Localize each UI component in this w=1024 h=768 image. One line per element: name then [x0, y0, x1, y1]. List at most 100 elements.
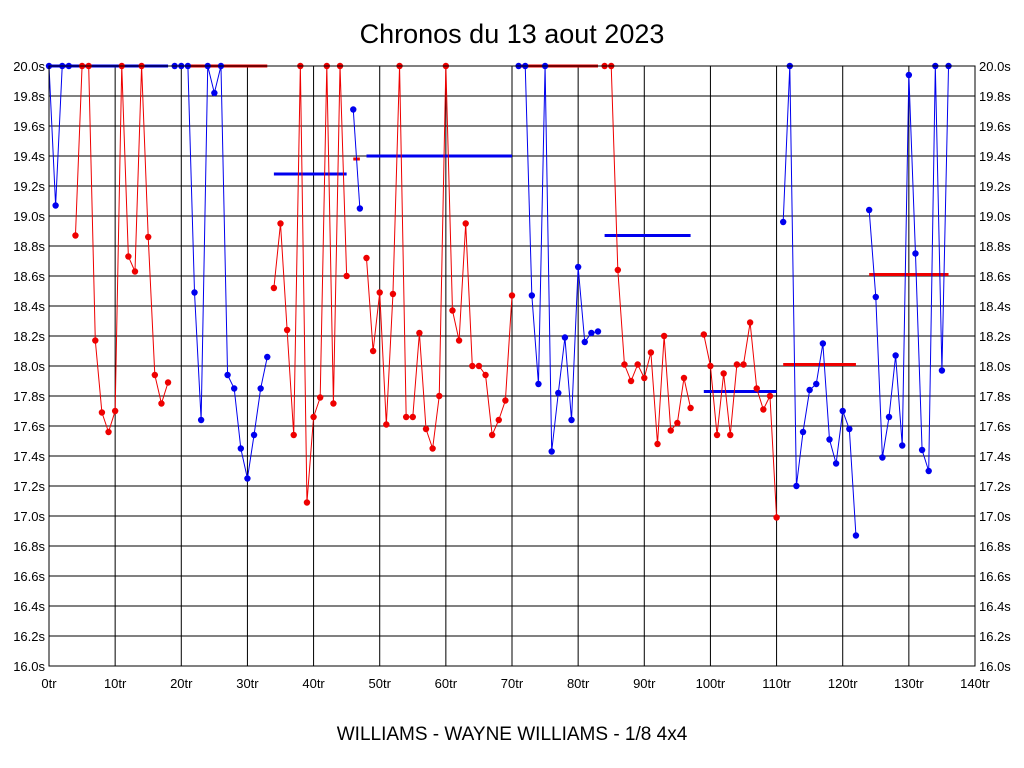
chart-title: Chronos du 13 aout 2023	[360, 19, 665, 49]
data-point	[237, 445, 245, 452]
data-point	[727, 431, 734, 439]
data-point	[621, 361, 628, 368]
x-tick-label: 70tr	[501, 676, 524, 691]
data-point	[330, 400, 337, 407]
y-tick-label-right: 19.8s	[979, 89, 1011, 104]
data-point	[244, 475, 251, 482]
data-point	[436, 392, 443, 400]
x-tick-label: 120tr	[828, 676, 858, 691]
data-point	[316, 394, 324, 401]
x-tick-label: 110tr	[762, 676, 791, 691]
y-tick-label-right: 18.4s	[979, 299, 1011, 314]
series-line	[48, 65, 69, 206]
x-tick-label: 80tr	[567, 676, 590, 691]
data-point	[250, 431, 258, 439]
data-point	[905, 71, 913, 79]
data-point	[231, 385, 238, 392]
data-point	[191, 289, 198, 296]
series-line	[273, 65, 348, 503]
data-point	[581, 338, 588, 346]
y-tick-label-right: 19.4s	[979, 149, 1011, 164]
data-point	[634, 361, 641, 368]
data-point	[508, 292, 516, 299]
data-point	[574, 263, 582, 271]
data-point	[713, 431, 721, 439]
y-tick-label-right: 16.4s	[979, 599, 1011, 614]
data-point	[700, 331, 708, 338]
data-point	[270, 284, 278, 292]
data-point	[52, 202, 59, 209]
y-tick-label: 18.8s	[13, 239, 45, 254]
y-tick-label: 19.0s	[13, 209, 45, 224]
x-tick-label: 60tr	[435, 676, 458, 691]
y-tick-label-right: 16.6s	[979, 569, 1011, 584]
data-point	[535, 380, 542, 388]
reference-segments	[49, 64, 949, 393]
data-point	[449, 307, 456, 314]
data-point	[290, 431, 297, 439]
x-tick-labels: 0tr 10tr 20tr 30tr 40tr 50tr 60tr 70tr 80tr 90tr 1…	[41, 676, 990, 691]
series-9	[779, 62, 860, 539]
data-point	[383, 421, 390, 428]
y-tick-label-right: 18.0s	[979, 359, 1011, 374]
data-point	[211, 89, 218, 97]
data-point	[740, 361, 747, 368]
data-point	[641, 374, 648, 382]
series-line	[352, 109, 361, 209]
y-tick-label-right: 16.8s	[979, 539, 1011, 554]
data-point	[462, 220, 469, 227]
series-0	[45, 62, 73, 209]
data-point	[852, 532, 860, 539]
data-point	[707, 362, 714, 370]
data-point	[224, 371, 231, 379]
chart-subtitle: WILLIAMS - WAYNE WILLIAMS - 1/8 4x4	[337, 724, 688, 745]
data-point	[773, 514, 780, 521]
x-tick-label: 130tr	[894, 676, 924, 691]
data-point	[654, 440, 661, 448]
data-point	[733, 361, 741, 368]
data-point	[879, 454, 886, 461]
data-point	[892, 352, 899, 359]
data-point	[813, 380, 820, 388]
y-tick-label: 17.8s	[13, 389, 45, 404]
x-tick-label: 0tr	[41, 676, 57, 691]
y-tick-label-right: 17.0s	[979, 509, 1011, 524]
data-point	[409, 413, 416, 421]
data-point	[885, 413, 893, 421]
data-point	[528, 292, 536, 299]
data-point	[753, 385, 760, 392]
data-point	[918, 446, 926, 454]
data-point	[760, 406, 767, 413]
y-tick-label: 16.6s	[13, 569, 45, 584]
data-point	[925, 467, 932, 475]
data-point	[746, 319, 754, 326]
data-point	[502, 397, 509, 404]
data-point	[846, 425, 853, 433]
series-5	[363, 62, 516, 452]
data-point	[614, 266, 622, 274]
y-tick-label: 16.0s	[13, 659, 45, 674]
data-point	[145, 233, 152, 241]
data-point	[627, 377, 635, 385]
data-point	[488, 431, 496, 439]
x-tick-label: 90tr	[633, 676, 656, 691]
data-point	[402, 413, 410, 421]
x-tick-label: 30tr	[236, 676, 259, 691]
data-point	[277, 220, 284, 227]
y-tick-label: 19.6s	[13, 119, 45, 134]
y-tick-label: 18.0s	[13, 359, 45, 374]
data-point	[561, 334, 569, 341]
data-point	[667, 427, 674, 434]
data-point	[555, 389, 562, 397]
y-tick-label-right: 17.4s	[979, 449, 1011, 464]
data-point	[356, 205, 364, 212]
y-tick-label: 18.6s	[13, 269, 45, 284]
data-point	[799, 428, 807, 436]
data-point	[264, 353, 271, 361]
data-point	[475, 362, 483, 370]
y-tick-label: 16.2s	[13, 629, 45, 644]
data-point	[350, 106, 357, 113]
y-tick-labels-right: 16.0s 16.2s 16.4s 16.6s 16.8s 17.0s 17.2s 17.4s…	[979, 59, 1011, 674]
data-point	[548, 448, 555, 455]
